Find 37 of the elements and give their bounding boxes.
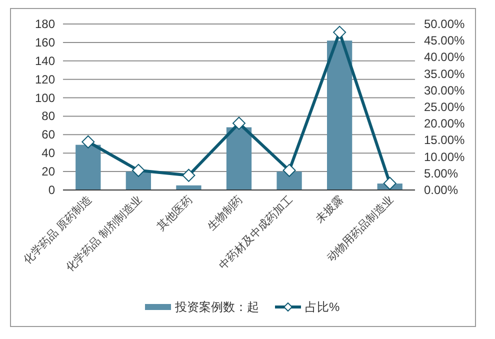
- y-tick-label: 100: [34, 90, 56, 105]
- y-tick-label: 60: [42, 128, 56, 142]
- y2-tick-label: 0.00%: [424, 183, 458, 197]
- point: [232, 116, 246, 130]
- y-tick-label: 160: [34, 35, 56, 50]
- y2-tick-label: 5.00%: [424, 166, 458, 180]
- point: [132, 164, 145, 177]
- y2-tick-label: 15.00%: [424, 133, 466, 148]
- y2-tick-label: 10.00%: [424, 150, 466, 164]
- y-tick-label: 180: [34, 17, 56, 31]
- point: [282, 164, 296, 177]
- legend-label: 投资案例数：起: [174, 300, 259, 314]
- y2-tick-label: 40.00%: [424, 50, 466, 64]
- bar: [327, 40, 352, 190]
- y-tick-label: 120: [34, 72, 56, 86]
- y2-tick-label: 50.00%: [424, 17, 466, 31]
- x-tick-label: 其他医药: [154, 192, 195, 234]
- y2-tick-label: 35.00%: [424, 66, 466, 81]
- y2-tick-label: 45.00%: [424, 34, 466, 48]
- y-tick-label: 0: [48, 183, 56, 197]
- y-tick-label: 40: [42, 146, 56, 160]
- y2-tick-label: 25.00%: [424, 100, 466, 114]
- bar: [76, 144, 101, 190]
- y-tick-label: 80: [42, 109, 56, 124]
- y-tick-label: 20: [42, 164, 56, 179]
- x-tick-label: 生物制药: [204, 192, 246, 234]
- point: [333, 26, 346, 39]
- y2-tick-label: 20.00%: [424, 116, 466, 131]
- x-tick-label: 未披露: [313, 192, 346, 226]
- point: [383, 176, 396, 190]
- bar: [276, 172, 302, 190]
- point: [82, 135, 95, 148]
- y-tick-label: 140: [34, 54, 56, 68]
- y2-tick-label: 30.00%: [424, 83, 466, 98]
- point: [182, 168, 196, 182]
- bar: [226, 127, 252, 190]
- legend-label: 占比%: [305, 300, 340, 314]
